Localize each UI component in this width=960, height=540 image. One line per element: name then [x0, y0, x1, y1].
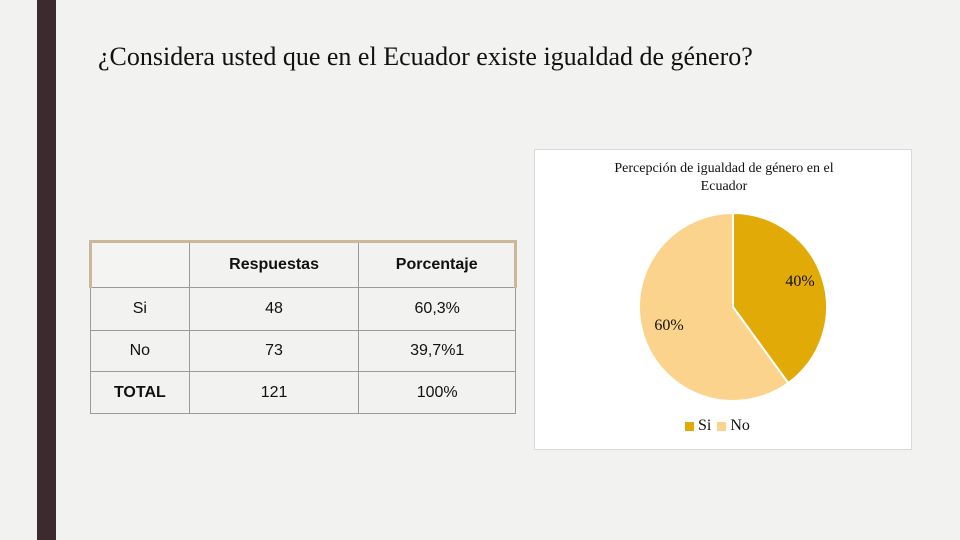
- legend-item-si: Si: [685, 417, 711, 435]
- row-percent: 60,3%: [358, 287, 516, 331]
- row-label: TOTAL: [113, 383, 166, 401]
- legend-swatch-no: [717, 421, 727, 431]
- legend-label-no: No: [730, 417, 750, 434]
- chart-title-line-1: Percepción de igualdad de género en el: [614, 161, 834, 176]
- pie-chart: 40% 60%: [638, 211, 828, 402]
- table-row-total: TOTAL 121 100%: [91, 371, 516, 414]
- table-header-row: Respuestas Porcentaje: [89, 240, 517, 288]
- table-header-percent: Porcentaje: [358, 240, 517, 288]
- side-accent-bar: [37, 0, 56, 540]
- pie-chart-panel: Percepción de igualdad de género en el E…: [534, 149, 912, 450]
- table-header-empty: [89, 240, 190, 288]
- row-label: No: [90, 330, 190, 372]
- chart-title: Percepción de igualdad de género en el E…: [535, 160, 913, 196]
- pie-slice-si: [732, 211, 828, 385]
- chart-legend: Si No: [685, 417, 756, 435]
- row-responses: 48: [188, 287, 359, 331]
- table-row: Si 48 60,3%: [90, 287, 516, 331]
- table-header-responses: Respuestas: [188, 240, 359, 288]
- data-label-si: 40%: [785, 273, 814, 290]
- row-percent: 39,7%1: [358, 330, 516, 372]
- legend-item-no: No: [717, 417, 750, 435]
- pie-slice-no: [638, 211, 790, 402]
- row-responses: 73: [188, 330, 359, 372]
- data-label-no: 60%: [654, 317, 683, 334]
- legend-swatch-si: [685, 421, 694, 431]
- row-percent: 100%: [358, 371, 516, 414]
- row-label: Si: [90, 287, 190, 331]
- chart-title-line-2: Ecuador: [700, 179, 748, 194]
- legend-label-si: Si: [698, 417, 712, 434]
- row-responses: 121: [188, 371, 359, 414]
- data-table: Respuestas Porcentaje Si 48 60,3% No 73 …: [89, 240, 517, 414]
- slide-title: ¿Considera usted que en el Ecuador exist…: [98, 42, 753, 71]
- table-row: No 73 39,7%1: [90, 330, 516, 372]
